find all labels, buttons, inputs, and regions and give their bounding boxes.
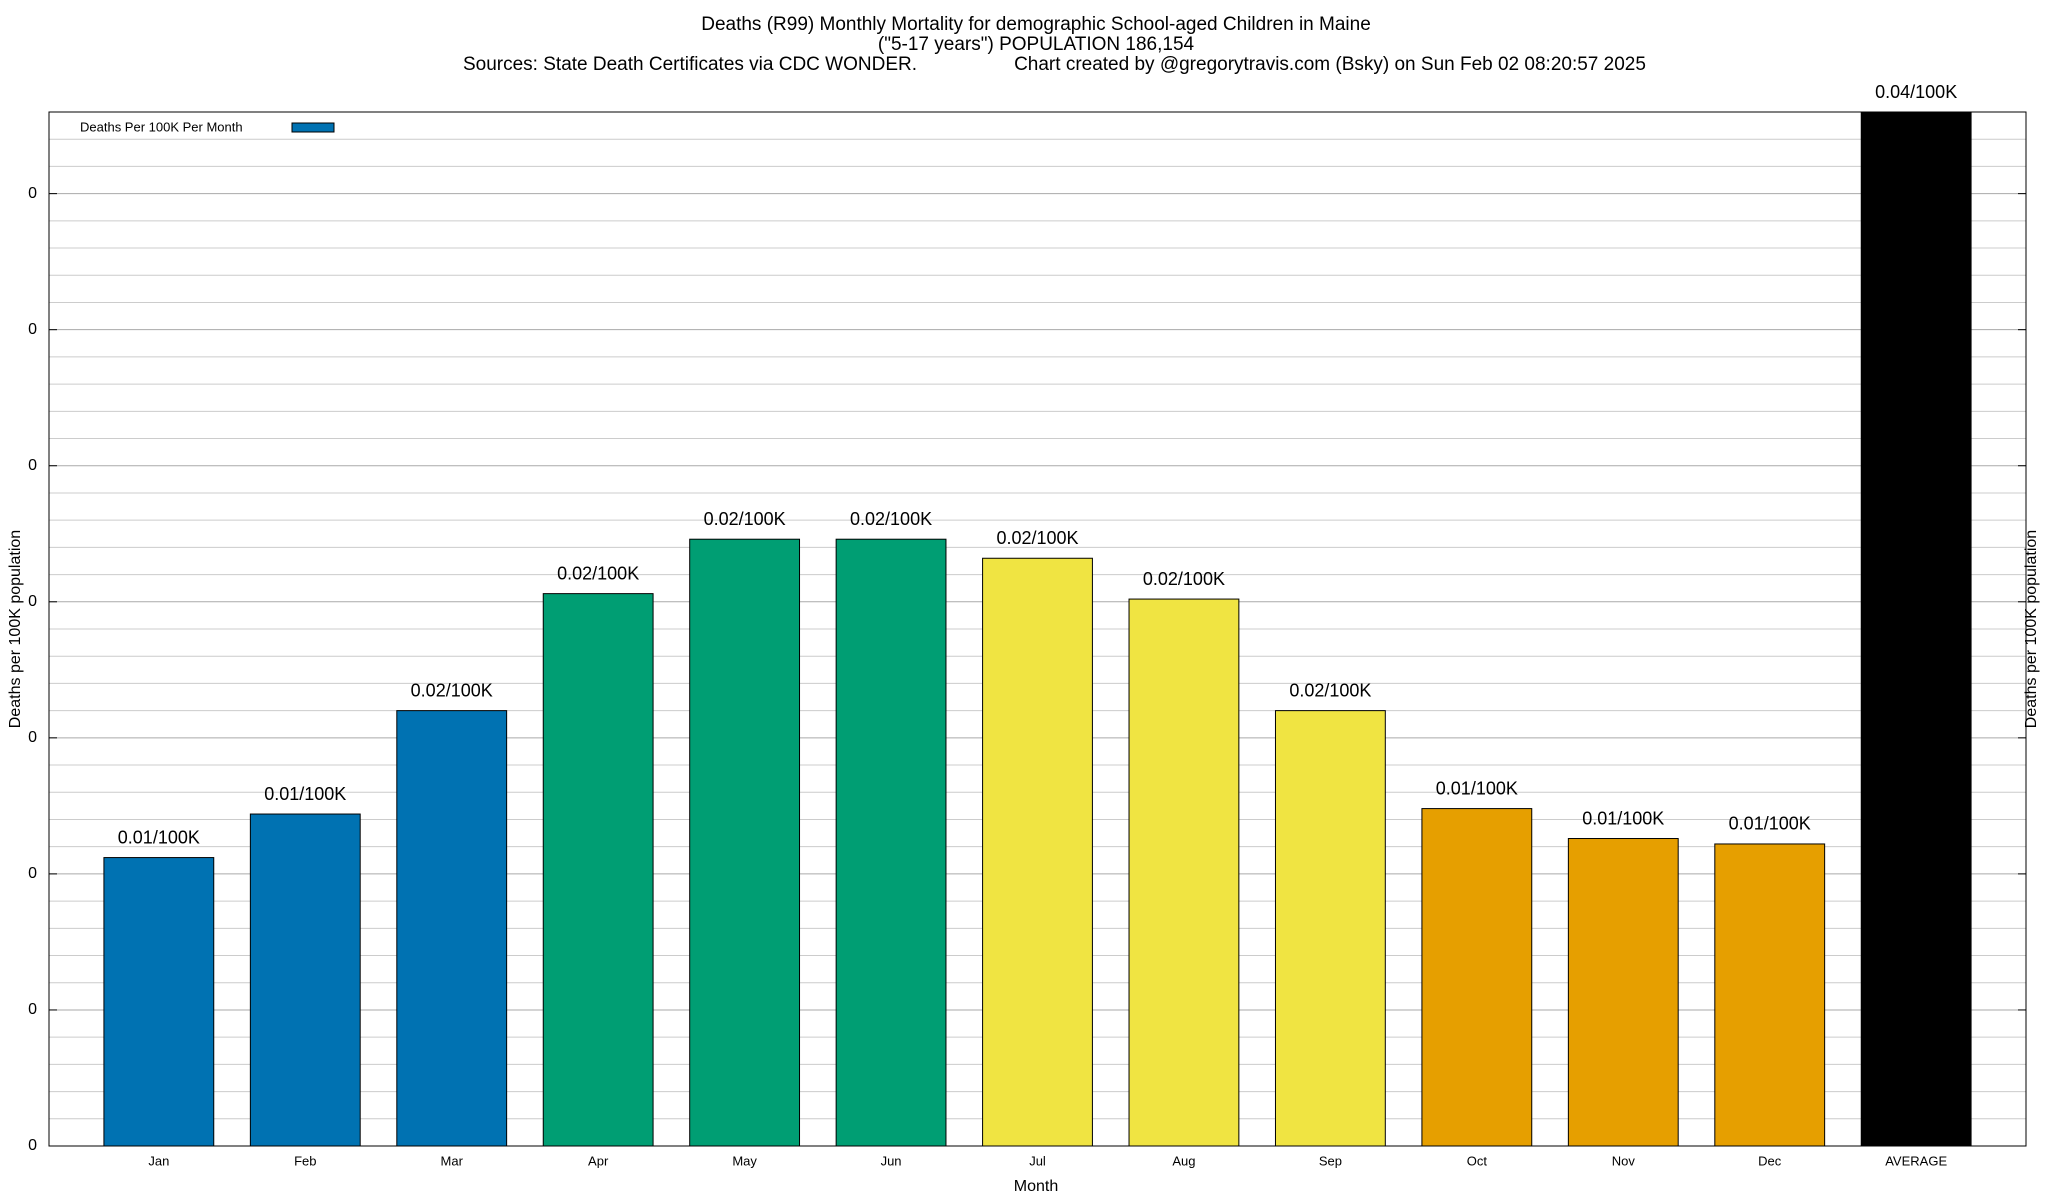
x-axis-label: Month bbox=[1014, 1178, 1058, 1195]
bar bbox=[689, 538, 801, 1146]
bar bbox=[1128, 598, 1240, 1146]
chart-subtitle: ("5-17 years") POPULATION 186,154 bbox=[878, 34, 1195, 55]
x-tick-label: Mar bbox=[441, 1153, 464, 1168]
x-tick-label: Aug bbox=[1172, 1153, 1195, 1168]
chart-source: Sources: State Death Certificates via CD… bbox=[463, 54, 917, 75]
value-label: 0.02/100K bbox=[1143, 569, 1225, 589]
y-tick-label: 0 bbox=[28, 321, 37, 338]
bar bbox=[982, 557, 1093, 1146]
bar bbox=[1714, 843, 1826, 1146]
bar bbox=[249, 813, 361, 1146]
x-tick-label: AVERAGE bbox=[1885, 1153, 1947, 1168]
bar bbox=[1274, 710, 1386, 1146]
x-tick-label: May bbox=[732, 1153, 757, 1168]
y-tick-label: 0 bbox=[28, 593, 37, 610]
legend-label: Deaths Per 100K Per Month bbox=[80, 119, 243, 134]
value-label: 0.01/100K bbox=[118, 827, 200, 847]
value-label: 0.02/100K bbox=[557, 563, 639, 583]
x-tick-label: Sep bbox=[1319, 1153, 1342, 1168]
value-label: 0.02/100K bbox=[1289, 680, 1371, 700]
value-label: 0.02/100K bbox=[850, 509, 932, 529]
chart-credit: Chart created by @gregorytravis.com (Bsk… bbox=[1014, 54, 1646, 75]
bar bbox=[835, 538, 947, 1146]
value-label: 0.01/100K bbox=[1436, 778, 1518, 798]
value-label: 0.01/100K bbox=[1729, 814, 1811, 834]
x-tick-label: Jan bbox=[148, 1153, 169, 1168]
y-axis-label: Deaths per 100K population bbox=[7, 530, 24, 728]
x-tick-label: Oct bbox=[1467, 1153, 1488, 1168]
legend-swatch bbox=[291, 122, 335, 133]
y-tick-label: 0 bbox=[28, 729, 37, 746]
x-tick-label: Dec bbox=[1758, 1153, 1782, 1168]
plot-area bbox=[103, 112, 1972, 1146]
y-tick-label: 0 bbox=[28, 1137, 37, 1154]
x-tick-label: Jun bbox=[881, 1153, 902, 1168]
y-tick-label: 0 bbox=[28, 865, 37, 882]
bar bbox=[1860, 112, 1972, 1146]
value-label: 0.01/100K bbox=[264, 784, 346, 804]
x-tick-label: Feb bbox=[294, 1153, 316, 1168]
value-label: 0.01/100K bbox=[1582, 808, 1664, 828]
y2-axis-label: Deaths per 100K population bbox=[2023, 530, 2040, 728]
value-label: 0.02/100K bbox=[996, 528, 1078, 548]
value-label: 0.04/100K bbox=[1875, 82, 1957, 102]
bar bbox=[542, 593, 654, 1146]
bar bbox=[1421, 808, 1533, 1146]
bar bbox=[103, 857, 215, 1146]
bar bbox=[396, 710, 508, 1146]
plot-border bbox=[48, 111, 2027, 1147]
y-tick-label: 0 bbox=[28, 185, 37, 202]
chart-title: Deaths (R99) Monthly Mortality for demog… bbox=[701, 14, 1371, 35]
x-tick-label: Jul bbox=[1029, 1153, 1046, 1168]
y-tick-label: 0 bbox=[28, 457, 37, 474]
x-tick-label: Nov bbox=[1612, 1153, 1636, 1168]
value-label: 0.02/100K bbox=[411, 680, 493, 700]
y-tick-label: 0 bbox=[28, 1001, 37, 1018]
x-tick-label: Apr bbox=[588, 1153, 609, 1168]
bar bbox=[1567, 838, 1679, 1146]
value-label: 0.02/100K bbox=[704, 509, 786, 529]
